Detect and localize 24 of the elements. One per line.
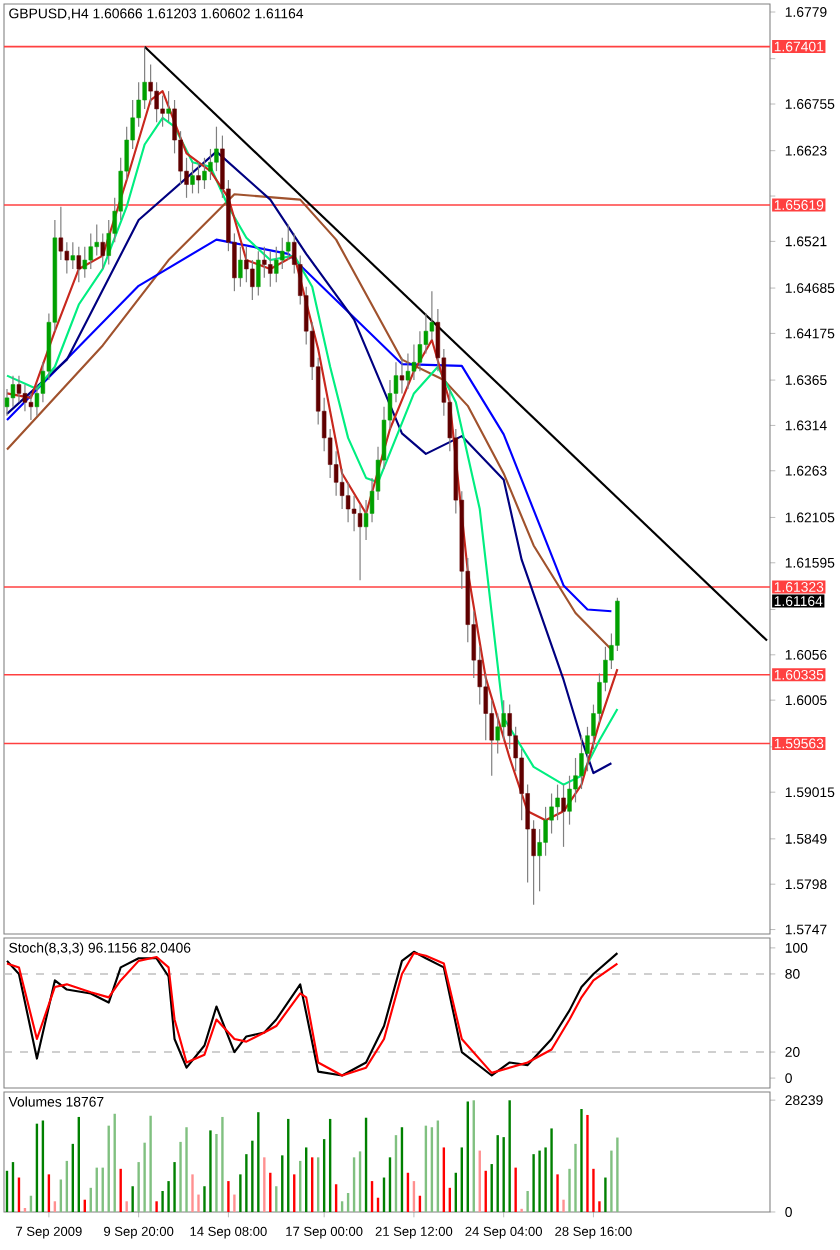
candlestick bbox=[202, 157, 207, 190]
candlestick bbox=[256, 250, 261, 297]
candlestick bbox=[238, 246, 243, 288]
candlestick bbox=[214, 126, 219, 172]
candlestick bbox=[10, 375, 16, 408]
candlestick bbox=[262, 246, 267, 279]
candlestick bbox=[22, 383, 28, 412]
candlestick bbox=[357, 503, 363, 581]
candlestick bbox=[166, 90, 171, 123]
candlestick bbox=[399, 357, 405, 395]
candlestick bbox=[274, 246, 279, 283]
candlestick bbox=[196, 161, 201, 194]
candlestick bbox=[190, 161, 195, 194]
candlestick bbox=[70, 241, 76, 270]
candlestick bbox=[88, 232, 93, 270]
candlestick bbox=[561, 784, 566, 848]
candlestick bbox=[76, 246, 81, 283]
candlestick bbox=[286, 223, 291, 261]
candlestick bbox=[268, 250, 273, 288]
candlestick bbox=[28, 392, 34, 421]
candlestick bbox=[405, 352, 411, 390]
candlestick bbox=[16, 375, 22, 403]
candlestick bbox=[100, 232, 105, 270]
line-series bbox=[5, 238, 613, 613]
